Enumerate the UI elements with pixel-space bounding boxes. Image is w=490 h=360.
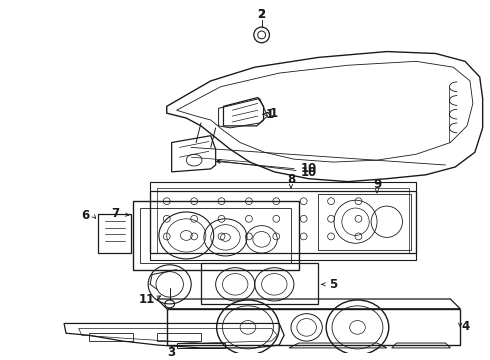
Text: 11: 11 [139,293,155,306]
Text: 10: 10 [300,162,317,175]
Text: 5: 5 [329,278,337,291]
Text: 1: 1 [266,108,273,121]
Text: 7: 7 [111,207,119,220]
Text: 10: 10 [300,166,317,179]
Text: 1: 1 [270,107,277,120]
Text: 2: 2 [258,8,266,21]
Text: 3: 3 [168,346,176,359]
Text: 9: 9 [373,178,381,191]
Text: 2: 2 [258,8,266,21]
Text: 4: 4 [461,320,469,333]
Text: 6: 6 [81,210,90,222]
Text: 8: 8 [287,173,295,186]
